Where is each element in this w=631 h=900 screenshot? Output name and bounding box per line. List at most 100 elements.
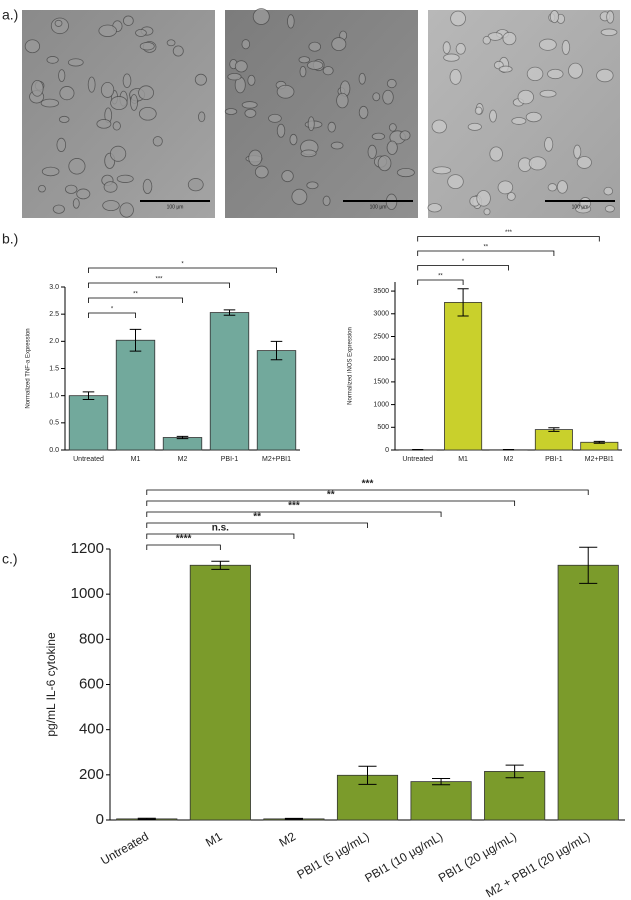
bar <box>68 395 109 451</box>
cell <box>241 39 251 50</box>
error-bar <box>137 817 156 821</box>
y-tick-label: 3500 <box>373 288 389 295</box>
x-tick-label: M2 <box>504 456 514 463</box>
cell <box>489 146 503 162</box>
significance-label: *** <box>362 479 374 490</box>
cell <box>103 181 118 193</box>
bar <box>189 564 251 821</box>
cell <box>525 111 542 123</box>
y-tick-label: 1000 <box>71 585 104 602</box>
cell <box>517 89 534 105</box>
cell <box>482 35 491 45</box>
y-tick-label: 1200 <box>71 540 104 557</box>
cell <box>308 41 322 52</box>
cell <box>476 190 491 207</box>
error-bar <box>129 328 142 352</box>
cell <box>287 14 295 29</box>
significance-label: ** <box>483 245 488 251</box>
cell <box>24 39 41 54</box>
panel-label: a.) <box>2 7 18 23</box>
cell <box>41 166 60 177</box>
cell <box>31 79 44 97</box>
x-tick-label: M2+PBI1 <box>585 456 614 463</box>
cell <box>116 174 134 183</box>
y-tick-label: 1500 <box>373 379 389 386</box>
x-tick-label: M1 <box>131 456 141 463</box>
cell <box>281 170 294 183</box>
significance-label: ** <box>253 512 261 523</box>
cell <box>241 101 258 109</box>
cell <box>573 144 582 159</box>
significance-label: ** <box>438 274 443 280</box>
error-bar <box>548 427 560 432</box>
panel-label: b.) <box>2 231 18 247</box>
cell <box>556 180 568 194</box>
y-tick-label: 800 <box>79 630 104 647</box>
significance-label: ** <box>133 292 138 298</box>
cell <box>544 137 554 152</box>
bar <box>557 564 619 821</box>
cell <box>396 168 415 178</box>
cell <box>367 144 377 159</box>
cell <box>300 149 317 158</box>
scale-label: 100 µm <box>370 204 387 210</box>
cell <box>142 178 153 194</box>
significance-bracket <box>88 297 183 303</box>
cell <box>447 174 464 190</box>
y-tick-label: 0.5 <box>49 420 59 427</box>
significance-label: *** <box>505 230 513 236</box>
cell <box>139 41 155 51</box>
cell <box>547 183 558 192</box>
significance-label: ** <box>327 490 335 501</box>
y-axis-label: Normalized iNOS Expression <box>348 327 354 405</box>
y-tick-label: 0 <box>385 447 389 454</box>
cell <box>102 200 120 212</box>
significance-bracket <box>146 500 516 506</box>
cell <box>526 66 544 82</box>
error-bar <box>593 440 605 444</box>
x-tick-label: M2+PBI1 <box>262 456 291 463</box>
cell <box>372 92 381 102</box>
x-tick-label: M2 <box>178 456 188 463</box>
y-tick-label: 500 <box>377 424 389 431</box>
cell <box>227 73 242 81</box>
cell <box>72 198 80 209</box>
x-tick-label: M1 <box>458 456 468 463</box>
cell <box>474 106 483 115</box>
significance-bracket <box>88 282 230 288</box>
cell <box>431 119 447 134</box>
x-tick-label: PBI-1 <box>221 456 239 463</box>
cell <box>289 133 298 146</box>
cell <box>56 137 67 152</box>
x-tick-label: M2 <box>277 829 299 850</box>
error-bar <box>358 765 377 785</box>
panel-label: c.) <box>2 551 18 567</box>
bar <box>209 312 250 451</box>
cell <box>110 96 128 111</box>
cell <box>432 166 452 175</box>
cell <box>58 115 70 123</box>
error-bar <box>432 777 451 786</box>
cell <box>64 184 78 194</box>
cell <box>38 184 46 193</box>
significance-bracket <box>146 511 442 517</box>
cell <box>252 8 270 25</box>
cell <box>528 156 547 171</box>
y-tick-label: 2.0 <box>49 338 59 345</box>
significance-bracket <box>146 489 589 495</box>
cell <box>576 156 592 169</box>
cell <box>506 192 516 201</box>
y-axis-label: Normalized TNF-a Expression <box>26 328 32 408</box>
cell <box>234 60 248 73</box>
x-tick-label: Untreated <box>98 829 151 867</box>
significance-label: * <box>181 262 184 268</box>
cell <box>539 38 557 51</box>
cell <box>123 15 134 26</box>
cell <box>568 62 583 79</box>
cell <box>549 10 560 24</box>
cell <box>388 123 397 132</box>
cell <box>483 208 491 216</box>
bar <box>162 437 203 451</box>
cell <box>442 41 451 54</box>
